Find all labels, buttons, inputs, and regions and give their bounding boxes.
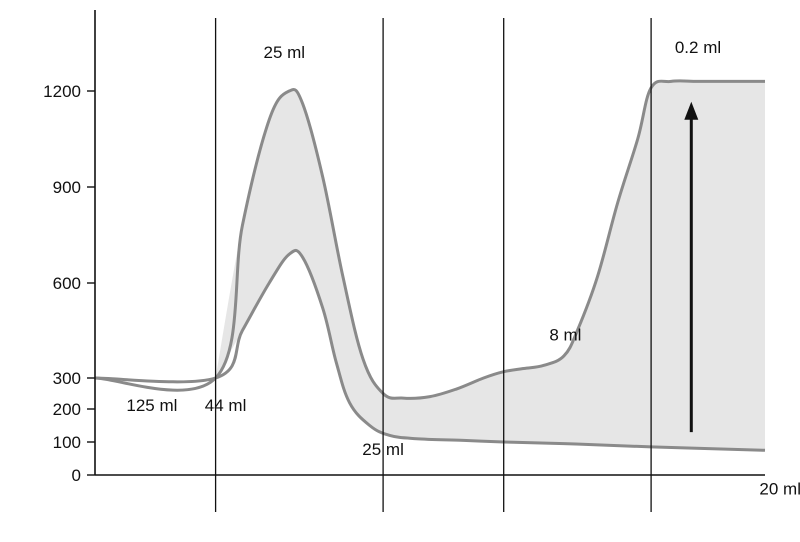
lower-curve [94,248,766,452]
plot-fills [215,80,766,451]
annotation-6: 0.2 ml [675,38,721,57]
annotation-3: 25 ml [264,43,306,62]
upper-curve [94,79,765,400]
annotation-5: 8 ml [549,325,581,344]
arrow-head [684,101,699,120]
annotation-4: 25 ml [362,440,404,459]
y-tick-label-0: 0 [72,466,81,485]
annotation-2: 44 ml [205,396,247,415]
y-tick-label-200: 200 [53,400,81,419]
annotation-7: 20 ml [759,480,800,499]
plot-axes [87,10,765,512]
annotation-1: 125 ml [126,396,177,415]
y-tick-label-900: 900 [53,178,81,197]
plot-labels: 0 100 200 300 600 900 1200 125 ml 44 ml 25 ml 25 m… [43,38,800,499]
plot-lines [94,79,766,452]
band-fill [215,80,766,451]
y-tick-label-100: 100 [53,433,81,452]
y-tick-label-1200: 1200 [43,82,81,101]
y-tick-label-300: 300 [53,369,81,388]
y-tick-label-600: 600 [53,274,81,293]
